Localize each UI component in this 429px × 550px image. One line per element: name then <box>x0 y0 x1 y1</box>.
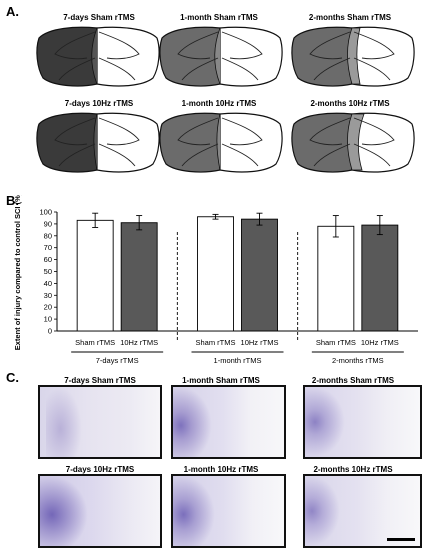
bar <box>76 219 114 332</box>
histology-image <box>303 385 422 459</box>
panel-c-caption: 1-month Sham rTMS <box>182 376 260 385</box>
bar-category-label: Sham rTMS <box>316 338 356 347</box>
spinal-cord-diagram <box>291 112 415 173</box>
panel-a-caption: 2-months Sham rTMS <box>308 13 392 22</box>
panel-c-caption: 7-days 10Hz rTMS <box>65 465 135 474</box>
y-tick-label: 90 <box>44 219 52 228</box>
panel-c-caption: 2-months Sham rTMS <box>311 376 395 385</box>
bar-category-label: Sham rTMS <box>195 338 235 347</box>
y-tick-label: 50 <box>44 267 52 276</box>
y-tick-label: 80 <box>44 231 52 240</box>
group-label: 2-months rTMS <box>332 356 384 365</box>
bar <box>120 222 158 332</box>
spinal-cord-diagram <box>291 26 415 87</box>
panel-c-caption: 2-months 10Hz rTMS <box>313 465 393 474</box>
panel-a-label: A. <box>6 4 19 19</box>
bar-chart: 0 10 20 30 40 50 60 70 80 90 100 Extent of injury c… <box>13 195 418 365</box>
bar <box>241 218 278 332</box>
y-tick-label: 10 <box>44 315 52 324</box>
spinal-cord-diagram <box>36 26 160 87</box>
bar <box>317 225 355 332</box>
bar <box>361 224 399 332</box>
panel-a-caption: 1-month 10Hz rTMS <box>181 99 257 108</box>
bar <box>197 216 234 332</box>
y-tick-label: 20 <box>44 303 52 312</box>
histology-image <box>171 474 286 548</box>
bar-category-label: 10Hz rTMS <box>241 338 279 347</box>
y-tick-label: 70 <box>44 243 52 252</box>
histology-image <box>38 385 162 459</box>
y-tick-label: 40 <box>44 279 52 288</box>
y-tick-label: 0 <box>48 327 52 336</box>
panel-a-caption: 1-month Sham rTMS <box>180 13 258 22</box>
bar-category-label: Sham rTMS <box>75 338 115 347</box>
panel-c-caption: 7-days Sham rTMS <box>64 376 136 385</box>
histology-image <box>303 474 422 548</box>
histology-image <box>38 474 162 548</box>
spinal-cord-diagram <box>36 112 160 173</box>
spinal-cord-diagram <box>159 26 283 87</box>
bar-category-label: 10Hz rTMS <box>120 338 158 347</box>
y-tick-label: 30 <box>44 291 52 300</box>
bar-category-label: 10Hz rTMS <box>361 338 399 347</box>
group-label: 1-month rTMS <box>214 356 262 365</box>
panel-a-caption: 2-months 10Hz rTMS <box>310 99 390 108</box>
scale-bar <box>387 538 415 541</box>
histology-image <box>171 385 286 459</box>
panel-a-caption: 7-days Sham rTMS <box>63 13 135 22</box>
spinal-cord-diagram <box>159 112 283 173</box>
y-axis-label: Extent of injury compared to control SCI… <box>13 195 22 350</box>
panel-a-caption: 7-days 10Hz rTMS <box>64 99 134 108</box>
panel-b-label: B. <box>6 193 19 208</box>
group-label: 7-days rTMS <box>96 356 139 365</box>
panel-c-label: C. <box>6 370 19 385</box>
y-tick-label: 100 <box>39 208 52 217</box>
y-tick-label: 60 <box>44 255 52 264</box>
panel-c-caption: 1-month 10Hz rTMS <box>183 465 259 474</box>
